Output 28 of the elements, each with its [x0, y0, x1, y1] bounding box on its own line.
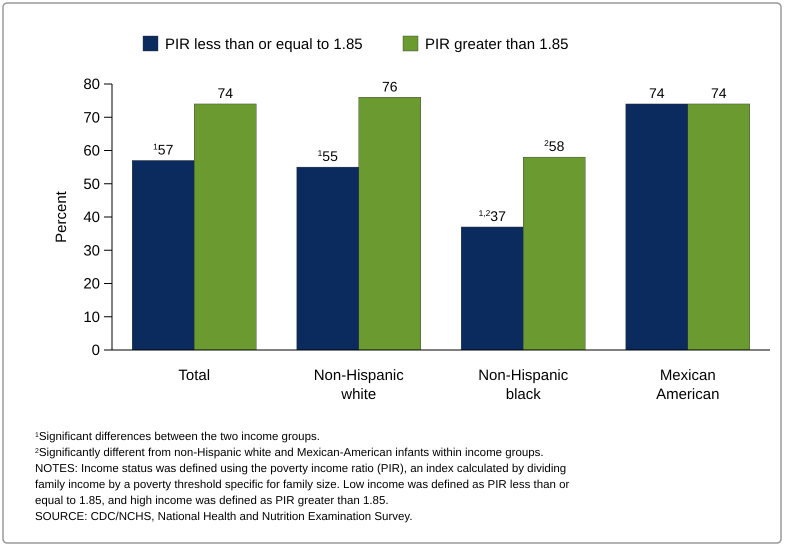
data-label: 74 [217, 84, 234, 101]
y-axis-title: Percent [53, 190, 70, 243]
data-label: 74 [648, 84, 665, 101]
y-tick-label: 30 [83, 242, 100, 260]
legend-label: PIR greater than 1.85 [425, 36, 568, 53]
x-tick-label: Non-Hispanic black [478, 367, 569, 403]
data-label: 74 [710, 84, 727, 101]
data-label: $^{1}$55 [318, 148, 338, 164]
y-tick-label: 40 [83, 209, 100, 226]
y-tick-label: 50 [83, 176, 100, 193]
y-tick-label: 80 [83, 76, 100, 93]
data-label: 76 [382, 78, 398, 94]
x-tick-label: Total [178, 367, 210, 384]
y-tick-label: 20 [83, 276, 100, 292]
y-tick-label: 70 [83, 109, 100, 126]
data-label: $^{1,2}$37 [478, 208, 506, 224]
y-tick-label: 0 [92, 342, 100, 359]
y-tick-label: 60 [83, 142, 100, 160]
x-tick-label: Mexican American [656, 367, 720, 403]
data-label: $^{2}$58 [544, 138, 565, 154]
text: NOTES: Income status was defined using the poverty income ratio (PIR), an index calculated by dividing family income by a poverty threshold specific for family size. Low income was defined as PIR less than or equal to 1.85, and high income was defined as PIR greater than 1.85. [35, 463, 570, 507]
x-tick-label: Non-Hispanic white [314, 367, 404, 403]
text: $^{1}$Significant differences between the two income groups. [35, 431, 320, 443]
source-note: SOURCE: CDC/NCHS, National Health and Nutrition Examination Survey. [35, 511, 413, 523]
legend-label: PIR less than or equal to 1.85 [165, 36, 363, 53]
text: $^{2}$Significantly different from non-Hispanic white and Mexican-American infants within income groups. [35, 447, 544, 459]
y-tick-label: 10 [83, 308, 100, 326]
data-label: $^{1}$57 [153, 141, 174, 158]
